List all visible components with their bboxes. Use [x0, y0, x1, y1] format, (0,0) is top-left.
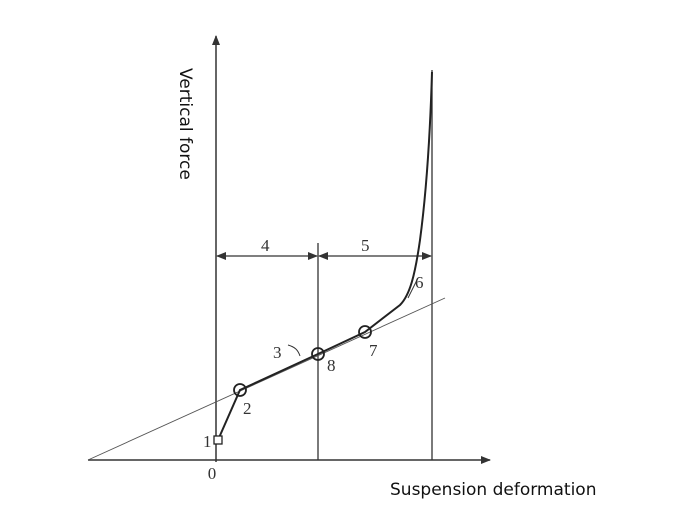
leader-line [407, 277, 419, 299]
label: 4 [261, 236, 270, 255]
label: 2 [243, 399, 252, 418]
characteristic-curve [217, 71, 433, 441]
label: 1 [203, 432, 212, 451]
point-marker [358, 325, 372, 339]
y-axis-label: Vertical force [175, 68, 195, 180]
point-marker [233, 383, 247, 397]
linear-line [87, 297, 446, 461]
point-marker [311, 347, 325, 361]
label: 6 [415, 273, 424, 292]
point-marker [213, 435, 223, 445]
label: 8 [327, 356, 336, 375]
origin-label: 0 [208, 464, 217, 483]
label: 7 [369, 341, 378, 360]
leader-line [287, 344, 301, 357]
label: 5 [361, 236, 370, 255]
x-axis-label: Suspension deformation [390, 480, 596, 500]
label: 3 [273, 343, 282, 362]
